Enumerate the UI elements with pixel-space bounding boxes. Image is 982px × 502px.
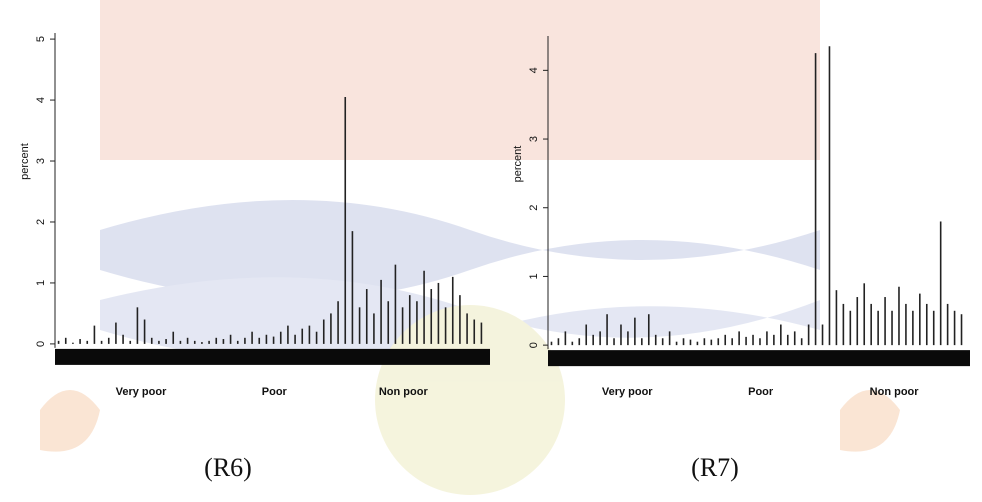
y-axis-label: percent [19,143,31,180]
group-label: Poor [262,386,288,398]
watermark-scroll [840,390,900,452]
y-tick-label: 5 [35,36,47,42]
watermark-band [100,0,820,160]
group-label: Poor [748,386,774,398]
y-tick-label: 1 [528,273,540,279]
watermark-scroll [40,390,100,452]
y-tick-label: 2 [528,205,540,211]
group-label: Non poor [870,386,920,398]
watermark [40,0,900,495]
x-axis-band [548,350,970,367]
y-tick-label: 0 [35,341,47,347]
group-label: Very poor [602,386,653,398]
group-label: Non poor [379,386,429,398]
y-tick-label: 0 [528,342,540,348]
caption: (R6) [204,453,252,482]
group-label: Very poor [116,386,167,398]
y-tick-label: 3 [35,158,47,164]
caption: (R7) [691,453,739,482]
y-tick-label: 1 [35,280,47,286]
watermark-wave [100,200,820,300]
y-axis-label: percent [512,146,524,183]
y-tick-label: 4 [35,97,47,103]
watermark-emblem [375,305,565,495]
watermark-band [100,160,820,190]
y-tick-label: 4 [528,67,540,73]
y-tick-label: 3 [528,136,540,142]
x-axis-band [55,348,490,365]
y-tick-label: 2 [35,219,47,225]
